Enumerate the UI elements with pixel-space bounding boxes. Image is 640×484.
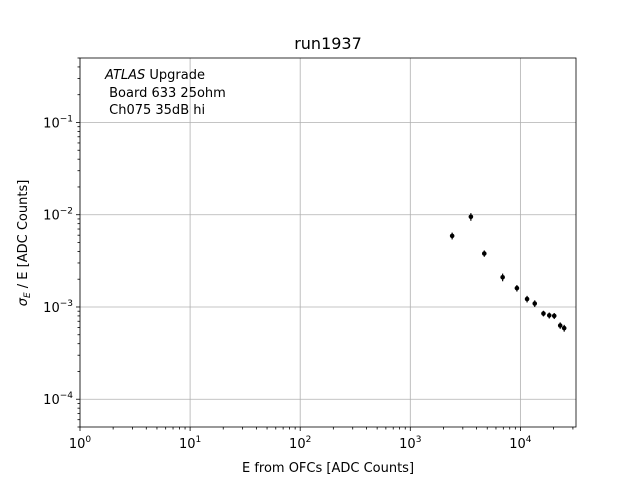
data-points xyxy=(449,213,567,332)
annotation-line-2: Board 633 25ohm xyxy=(105,86,226,101)
annotation-line-3: Ch075 35dB hi xyxy=(105,103,205,118)
data-point xyxy=(468,214,474,220)
x-tick-label: 102 xyxy=(289,435,311,452)
data-point xyxy=(557,323,563,328)
y-tick-label: 10−4 xyxy=(43,391,73,408)
x-tick-label: 100 xyxy=(69,435,92,452)
x-tick-label: 103 xyxy=(399,435,421,452)
x-tick-label: 101 xyxy=(179,435,201,452)
data-point xyxy=(551,313,557,319)
data-point xyxy=(481,251,487,256)
y-tick-label: 10−3 xyxy=(43,299,73,316)
data-point xyxy=(541,311,546,316)
data-point xyxy=(449,233,455,239)
grid xyxy=(79,58,576,427)
data-point xyxy=(514,285,520,291)
y-tick-label: 10−1 xyxy=(43,114,73,131)
data-point xyxy=(532,301,538,306)
x-axis-label: E from OFCs [ADC Counts] xyxy=(242,461,414,476)
y-axis-label: σE / E [ADC Counts] xyxy=(16,180,33,307)
annotation-atlas: ATLAS xyxy=(104,68,145,83)
data-point xyxy=(561,325,567,331)
y-tick-label: 10−2 xyxy=(43,207,73,224)
x-tick-label: 104 xyxy=(509,435,532,452)
data-point xyxy=(500,274,505,280)
data-point xyxy=(546,313,552,318)
annotation-line-1: ATLAS Upgrade xyxy=(104,68,205,83)
annotation-upgrade: Upgrade xyxy=(145,68,205,83)
plot-frame xyxy=(79,57,577,428)
chart-title: run1937 xyxy=(294,34,362,53)
data-point xyxy=(524,296,530,302)
axis-ticks: 100 101 102 103 104 10−4 10−3 10−2 10−1 xyxy=(43,57,574,452)
